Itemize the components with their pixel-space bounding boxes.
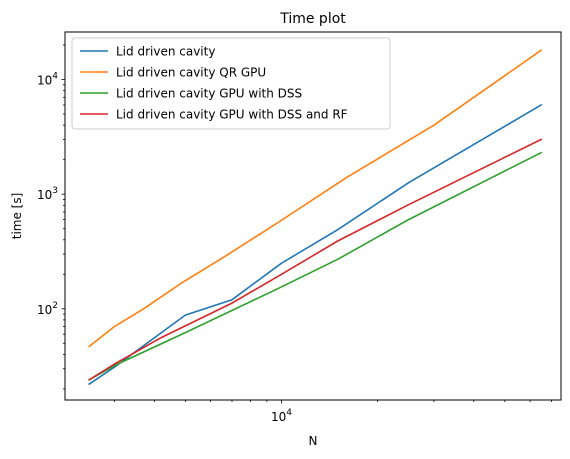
x-tick-label: 104 bbox=[271, 408, 292, 424]
series-line-2 bbox=[88, 49, 543, 348]
plot-frame bbox=[64, 31, 562, 401]
legend-label: Lid driven cavity QR GPU bbox=[116, 66, 266, 80]
series-line-4 bbox=[88, 138, 543, 381]
y-tick-label: 102 bbox=[37, 301, 58, 317]
y-tick-label-base: 10 bbox=[37, 74, 52, 88]
y-tick-label: 103 bbox=[37, 186, 58, 202]
y-tick-label-base: 10 bbox=[37, 303, 52, 317]
y-tick-label-exponent: 3 bbox=[52, 186, 58, 196]
y-axis-label: time [s] bbox=[10, 193, 24, 240]
x-tick-label-base: 10 bbox=[271, 410, 286, 424]
legend-label: Lid driven cavity bbox=[116, 45, 215, 59]
legend-label: Lid driven cavity GPU with DSS and RF bbox=[116, 108, 348, 122]
y-tick-label-exponent: 2 bbox=[52, 301, 58, 311]
y-tick-label: 104 bbox=[37, 72, 58, 88]
series-layer bbox=[88, 49, 543, 386]
legend: Lid driven cavity Lid driven cavity QR GP… bbox=[71, 37, 391, 130]
chart-title: Time plot bbox=[279, 11, 346, 27]
series-line-1 bbox=[88, 103, 543, 386]
legend-label: Lid driven cavity GPU with DSS bbox=[116, 87, 302, 101]
x-axis-label: N bbox=[309, 434, 318, 448]
series-line-3 bbox=[88, 151, 543, 381]
x-tick-label-exponent: 4 bbox=[286, 408, 292, 418]
y-tick-label-base: 10 bbox=[37, 188, 52, 202]
y-tick-label-exponent: 4 bbox=[52, 72, 58, 82]
legend-box bbox=[71, 37, 391, 130]
